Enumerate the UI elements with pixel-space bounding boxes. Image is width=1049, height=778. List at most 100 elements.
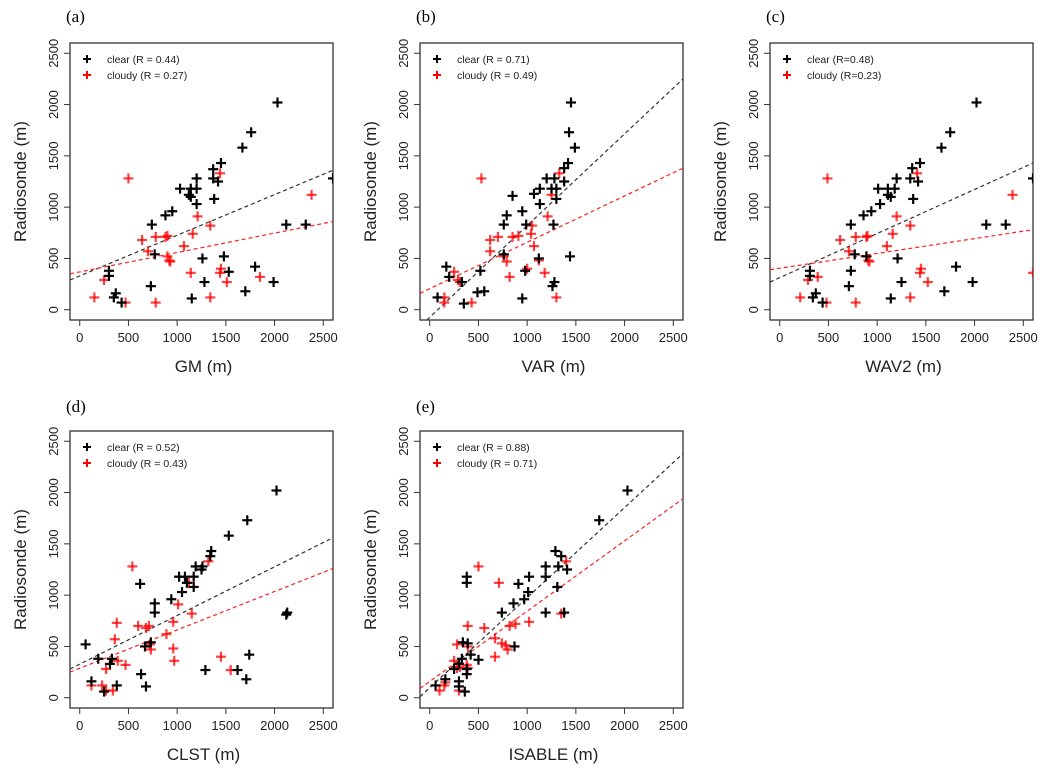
x-tick-label: 1500	[911, 330, 940, 345]
clear-point	[520, 265, 531, 276]
clear-point	[199, 277, 210, 288]
clear-fit-line	[70, 169, 333, 281]
clear-point	[444, 271, 455, 282]
clear-point	[563, 158, 574, 169]
cloudy-point	[476, 173, 487, 184]
clear-point	[553, 561, 564, 572]
x-tick-label: 1000	[863, 330, 892, 345]
cloudy-legend-label: cloudy (R = 0.43)	[107, 458, 187, 470]
clear-legend-label: clear (R = 0.71)	[457, 54, 530, 66]
x-tick-label: 2000	[610, 330, 639, 345]
cloudy-fit-line	[70, 567, 333, 673]
cloudy-fit-line	[70, 220, 333, 275]
clear-point	[913, 176, 924, 187]
cloudy-legend-marker	[783, 71, 791, 79]
legend: clear (R = 0.71) cloudy (R = 0.49)	[433, 54, 537, 82]
cloudy-point	[881, 241, 892, 252]
clear-point	[915, 158, 926, 169]
clear-point	[250, 261, 261, 272]
cloudy-point	[490, 633, 501, 644]
x-axis-title: WAV2 (m)	[865, 357, 942, 376]
clear-point	[200, 665, 211, 676]
clear-point	[181, 577, 192, 588]
clear-point	[328, 173, 333, 184]
clear-point	[186, 293, 197, 304]
clear-point	[541, 173, 552, 184]
y-tick-label: 1000	[46, 581, 61, 610]
clear-point	[241, 674, 252, 685]
clear-point	[177, 587, 188, 598]
cloudy-point	[254, 271, 265, 282]
cloudy-point	[127, 561, 138, 572]
y-tick-label: 2500	[396, 39, 411, 68]
clear-point	[547, 281, 558, 292]
x-tick-label: 500	[468, 330, 490, 345]
y-tick-label: 2000	[46, 90, 61, 119]
clear-point	[472, 287, 483, 298]
clear-fit-line	[770, 162, 1033, 283]
clear-point	[237, 142, 248, 153]
clear-point	[185, 191, 196, 202]
cloudy-point	[504, 620, 515, 631]
cloudy-point	[101, 664, 112, 675]
cloudy-point	[178, 241, 189, 252]
cloudy-point	[89, 292, 100, 303]
x-tick-label: 1500	[211, 330, 240, 345]
clear-legend-label: clear (R=0.48)	[807, 54, 874, 66]
clear-point	[517, 206, 528, 217]
x-axis-title: CLST (m)	[167, 745, 240, 764]
clear-point	[562, 564, 573, 575]
clear-point	[475, 265, 486, 276]
clear-point	[453, 658, 464, 669]
cloudy-point	[168, 616, 179, 627]
clear-point	[569, 142, 580, 153]
x-tick-label: 2000	[960, 330, 989, 345]
clear-point	[432, 292, 443, 303]
cloudy-point	[502, 644, 513, 655]
clear-point	[534, 183, 545, 194]
clear-point	[300, 219, 311, 230]
clear-point	[513, 578, 524, 589]
cloudy-point	[850, 297, 861, 308]
cloudy-point	[843, 246, 854, 257]
x-tick-label: 2500	[659, 330, 688, 345]
clear-fit-line	[420, 453, 683, 698]
clear-point	[507, 190, 518, 201]
clear-point	[861, 251, 872, 262]
clear-point	[218, 251, 229, 262]
clear-point	[223, 266, 234, 277]
clear-point	[1028, 173, 1033, 184]
y-tick-label: 500	[396, 636, 411, 658]
cloudy-legend-label: cloudy (R = 0.27)	[107, 70, 187, 82]
x-tick-label: 2000	[260, 330, 289, 345]
x-axis-title: ISABLE (m)	[509, 745, 599, 764]
cloudy-point	[513, 230, 524, 241]
x-tick-label: 500	[468, 718, 490, 733]
x-tick-label: 0	[776, 330, 783, 345]
clear-point	[873, 183, 884, 194]
cloudy-legend-marker	[433, 71, 441, 79]
cloudy-point	[449, 266, 460, 277]
y-tick-label: 2500	[746, 39, 761, 68]
clear-point	[116, 297, 127, 308]
cloudy-point	[120, 659, 131, 670]
plot-area	[420, 78, 683, 320]
cloudy-point	[150, 297, 161, 308]
x-tick-label: 2000	[610, 718, 639, 733]
x-tick-label: 500	[118, 330, 140, 345]
clear-point	[149, 249, 160, 260]
cloudy-point	[205, 220, 216, 231]
clear-legend-label: clear (R = 0.52)	[107, 442, 180, 454]
panel-label: (b)	[416, 7, 436, 26]
plot-area	[70, 485, 333, 697]
cloudy-point	[492, 231, 503, 242]
cloudy-legend-label: cloudy (R = 0.71)	[457, 458, 537, 470]
cloudy-point	[551, 292, 562, 303]
clear-point	[564, 127, 575, 138]
clear-point	[807, 292, 818, 303]
clear-point	[875, 199, 886, 210]
clear-point	[622, 485, 633, 496]
clear-point	[140, 681, 151, 692]
cloudy-point	[887, 228, 898, 239]
